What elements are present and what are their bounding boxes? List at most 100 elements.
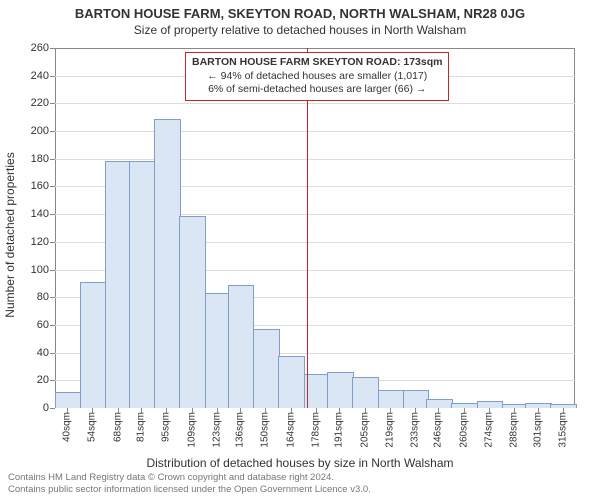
annotation-box: BARTON HOUSE FARM SKEYTON ROAD: 173sqm← …: [185, 52, 449, 101]
x-tick-label: 191sqm: [334, 412, 345, 448]
footer-line: Contains public sector information licen…: [8, 484, 371, 496]
y-tick-label: 20: [37, 374, 49, 386]
x-tick-mark: [166, 408, 167, 413]
histogram-bar: [228, 285, 255, 408]
x-tick-mark: [365, 408, 366, 413]
y-tick-mark: [50, 48, 55, 49]
x-tick-label: 123sqm: [211, 412, 222, 448]
y-tick-mark: [50, 270, 55, 271]
x-tick-label: 54sqm: [87, 412, 98, 442]
histogram-bar: [426, 399, 453, 408]
gridline: [55, 131, 575, 132]
chart-plot-area: 02040608010012014016018020022024026040sq…: [55, 48, 575, 408]
y-tick-mark: [50, 131, 55, 132]
histogram-bar: [179, 216, 206, 408]
annotation-line: BARTON HOUSE FARM SKEYTON ROAD: 173sqm: [192, 56, 442, 70]
histogram-bar: [327, 372, 354, 408]
x-tick-mark: [118, 408, 119, 413]
x-tick-label: 150sqm: [260, 412, 271, 448]
gridline: [55, 103, 575, 104]
x-axis-label: Distribution of detached houses by size …: [0, 456, 600, 470]
y-tick-label: 60: [37, 319, 49, 331]
y-tick-mark: [50, 408, 55, 409]
y-tick-label: 140: [31, 208, 49, 220]
y-tick-label: 40: [37, 347, 49, 359]
x-tick-label: 301sqm: [532, 412, 543, 448]
annotation-line: 6% of semi-detached houses are larger (6…: [192, 83, 442, 97]
histogram-bar: [154, 119, 181, 408]
x-tick-mark: [192, 408, 193, 413]
y-tick-label: 0: [43, 402, 49, 414]
footer-attribution: Contains HM Land Registry data © Crown c…: [8, 472, 371, 496]
x-tick-label: 164sqm: [285, 412, 296, 448]
y-tick-mark: [50, 325, 55, 326]
chart-title: BARTON HOUSE FARM, SKEYTON ROAD, NORTH W…: [0, 0, 600, 21]
footer-line: Contains HM Land Registry data © Crown c…: [8, 472, 371, 484]
histogram-bar: [129, 161, 156, 408]
y-tick-label: 100: [31, 264, 49, 276]
x-tick-mark: [339, 408, 340, 413]
histogram-bar: [80, 282, 107, 408]
annotation-line: ← 94% of detached houses are smaller (1,…: [192, 70, 442, 84]
y-tick-label: 180: [31, 153, 49, 165]
x-tick-mark: [265, 408, 266, 413]
x-tick-label: 219sqm: [384, 412, 395, 448]
chart-subtitle: Size of property relative to detached ho…: [0, 21, 600, 37]
x-tick-mark: [141, 408, 142, 413]
y-tick-mark: [50, 353, 55, 354]
x-tick-label: 109sqm: [186, 412, 197, 448]
y-tick-mark: [50, 380, 55, 381]
y-tick-label: 80: [37, 291, 49, 303]
histogram-bar: [55, 392, 82, 408]
x-tick-mark: [316, 408, 317, 413]
x-tick-mark: [464, 408, 465, 413]
histogram-bar: [378, 390, 405, 408]
x-tick-mark: [415, 408, 416, 413]
x-tick-mark: [67, 408, 68, 413]
x-tick-label: 246sqm: [433, 412, 444, 448]
histogram-bar: [525, 403, 552, 408]
x-tick-label: 205sqm: [359, 412, 370, 448]
x-tick-mark: [390, 408, 391, 413]
x-tick-mark: [291, 408, 292, 413]
x-tick-mark: [240, 408, 241, 413]
histogram-bar: [477, 401, 504, 408]
y-tick-mark: [50, 159, 55, 160]
y-tick-mark: [50, 186, 55, 187]
x-tick-label: 233sqm: [410, 412, 421, 448]
x-tick-label: 274sqm: [483, 412, 494, 448]
histogram-bar: [352, 377, 379, 408]
x-tick-label: 288sqm: [509, 412, 520, 448]
x-tick-mark: [438, 408, 439, 413]
x-tick-mark: [563, 408, 564, 413]
x-tick-label: 260sqm: [458, 412, 469, 448]
y-tick-label: 160: [31, 180, 49, 192]
x-tick-label: 178sqm: [310, 412, 321, 448]
y-tick-mark: [50, 214, 55, 215]
x-tick-mark: [514, 408, 515, 413]
histogram-bar: [451, 403, 478, 408]
histogram-bar: [278, 356, 305, 408]
histogram-bar: [550, 404, 577, 408]
x-tick-label: 81sqm: [136, 412, 147, 442]
y-tick-mark: [50, 297, 55, 298]
y-tick-label: 260: [31, 42, 49, 54]
y-axis-label: Number of detached properties: [3, 152, 17, 317]
x-tick-label: 40sqm: [62, 412, 73, 442]
y-tick-mark: [50, 242, 55, 243]
y-tick-mark: [50, 76, 55, 77]
x-tick-label: 136sqm: [235, 412, 246, 448]
y-tick-mark: [50, 103, 55, 104]
x-tick-label: 315sqm: [557, 412, 568, 448]
x-tick-label: 95sqm: [161, 412, 172, 442]
y-tick-label: 200: [31, 125, 49, 137]
y-tick-label: 120: [31, 236, 49, 248]
y-tick-label: 220: [31, 97, 49, 109]
y-tick-label: 240: [31, 70, 49, 82]
x-tick-label: 68sqm: [112, 412, 123, 442]
x-tick-mark: [489, 408, 490, 413]
marker-line: [307, 48, 308, 408]
histogram-bar: [253, 329, 280, 408]
x-tick-mark: [538, 408, 539, 413]
x-tick-mark: [217, 408, 218, 413]
